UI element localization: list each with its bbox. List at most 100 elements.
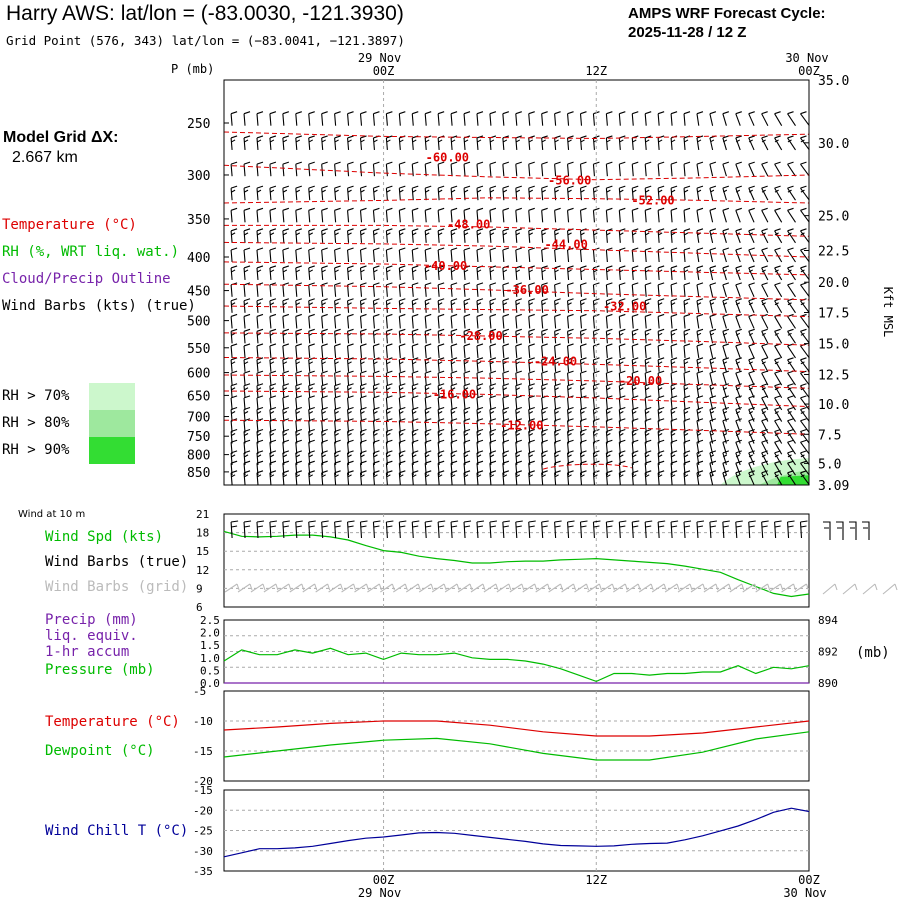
- wind-barb-grid-extra: [882, 583, 898, 595]
- wind-barb: [243, 247, 251, 263]
- time-hour-label: 12Z: [585, 64, 607, 78]
- wind-barb: [359, 161, 367, 177]
- legend-wind-barbs-grid: Wind Barbs (grid): [45, 579, 189, 595]
- pressure-tick-label: 700: [187, 411, 210, 426]
- wind-barb: [450, 343, 458, 358]
- wind-barb: [476, 135, 484, 150]
- wind-barb: [230, 298, 238, 313]
- wind-barb: [579, 185, 587, 201]
- wind-barb: [437, 111, 445, 126]
- wind-barb: [295, 282, 302, 297]
- wind-barb: [644, 460, 652, 476]
- wind-barb: [398, 470, 406, 485]
- wind-barb: [554, 298, 561, 313]
- wind-tick-label: 6: [196, 601, 203, 614]
- wind-barb: [554, 470, 561, 485]
- wind-barb: [321, 470, 328, 485]
- wind-barb: [800, 207, 810, 223]
- wind-barb: [437, 357, 445, 372]
- wind-barb: [308, 357, 315, 372]
- wind-barb: [256, 370, 264, 386]
- wind-barb: [528, 343, 535, 358]
- height-tick-label: 20.0: [818, 276, 849, 291]
- wind-barb: [502, 228, 510, 243]
- wind-barb: [618, 470, 626, 485]
- wind-barb: [347, 207, 354, 223]
- wind-barb: [761, 418, 769, 433]
- wind-barb-grid: [276, 583, 292, 593]
- wind-barb: [554, 460, 561, 476]
- isotherm-line: [223, 374, 810, 389]
- wind-panel-frame: [223, 513, 810, 608]
- wind-barb: [774, 460, 783, 476]
- page-title: Harry AWS: lat/lon = (-83.0030, -121.393…: [6, 2, 404, 25]
- wind-barb: [774, 439, 783, 455]
- wind-barb: [450, 470, 458, 485]
- wind-barb: [372, 265, 380, 280]
- wind-barb: [359, 460, 367, 476]
- wind-panel-title: Wind at 10 m: [18, 509, 86, 520]
- legend-pressure: Pressure (mb): [45, 662, 155, 678]
- wind-barbs-10m: [230, 520, 870, 540]
- wind-barb: [579, 228, 587, 243]
- wind-barb: [787, 418, 796, 434]
- wind-barb: [385, 207, 393, 223]
- wind-barb: [372, 161, 380, 177]
- wind-barb: [450, 460, 458, 476]
- wind-barb: [618, 247, 626, 263]
- wind-barb: [774, 383, 783, 399]
- wind-barb: [515, 298, 522, 313]
- wind-barb: [308, 328, 315, 344]
- wind-barb: [230, 282, 238, 297]
- wind-barb: [282, 228, 290, 243]
- wind-barb-true: [709, 520, 717, 539]
- wind-barb: [515, 395, 522, 410]
- wind-barb: [359, 135, 367, 150]
- wind-barb: [567, 407, 574, 422]
- wind-barb: [670, 207, 678, 223]
- wind-barb: [670, 313, 678, 329]
- bottom-date-label: 30 Nov: [783, 886, 826, 900]
- wind-barb: [243, 460, 251, 476]
- wind-barb: [437, 228, 445, 243]
- pressure-tick-label: 350: [187, 213, 210, 228]
- wind-barb: [411, 470, 419, 485]
- wind-barb: [269, 357, 277, 372]
- wind-barb: [696, 207, 704, 223]
- wind-barb: [787, 228, 796, 244]
- wind-barb: [735, 370, 742, 386]
- wind-barb: [424, 460, 432, 476]
- wind-barb: [748, 111, 755, 126]
- wind-barb: [670, 298, 678, 313]
- wind-barb: [554, 282, 561, 297]
- wind-barb: [761, 470, 769, 486]
- wind-barb: [243, 265, 251, 280]
- isotherm-label: -32.00: [603, 300, 646, 314]
- wind-barb: [670, 265, 678, 280]
- isotherm-label: -56.00: [548, 174, 591, 188]
- wind-barb: [424, 282, 432, 297]
- wind-barb: [437, 185, 445, 201]
- legend-temperature: Temperature (°C): [2, 217, 137, 233]
- wind-barb: [761, 207, 769, 223]
- wind-barb: [424, 395, 432, 410]
- wind-barb: [670, 370, 678, 386]
- wind-barb: [411, 161, 419, 177]
- wind-barb: [592, 370, 600, 386]
- wind-barb: [476, 343, 484, 358]
- wind-barb-true: [321, 520, 329, 539]
- wind-barb: [243, 407, 251, 422]
- wind-barb: [567, 111, 574, 126]
- wind-barb: [450, 228, 458, 243]
- wind-barb: [618, 185, 626, 201]
- wind-barb: [735, 247, 742, 263]
- wind-barb: [295, 407, 302, 422]
- wind-barb: [269, 207, 277, 223]
- wind-barb: [515, 357, 522, 372]
- wind-barb-true: [774, 520, 782, 539]
- wind-barb: [618, 298, 626, 313]
- wind-barb: [269, 135, 277, 150]
- isotherm-label: -16.00: [433, 388, 476, 402]
- wind-barb: [554, 370, 561, 386]
- isotherms: -60.00 -56.00 -52.00 -48.00 -44.00 -40.00 -36.…: [223, 131, 810, 435]
